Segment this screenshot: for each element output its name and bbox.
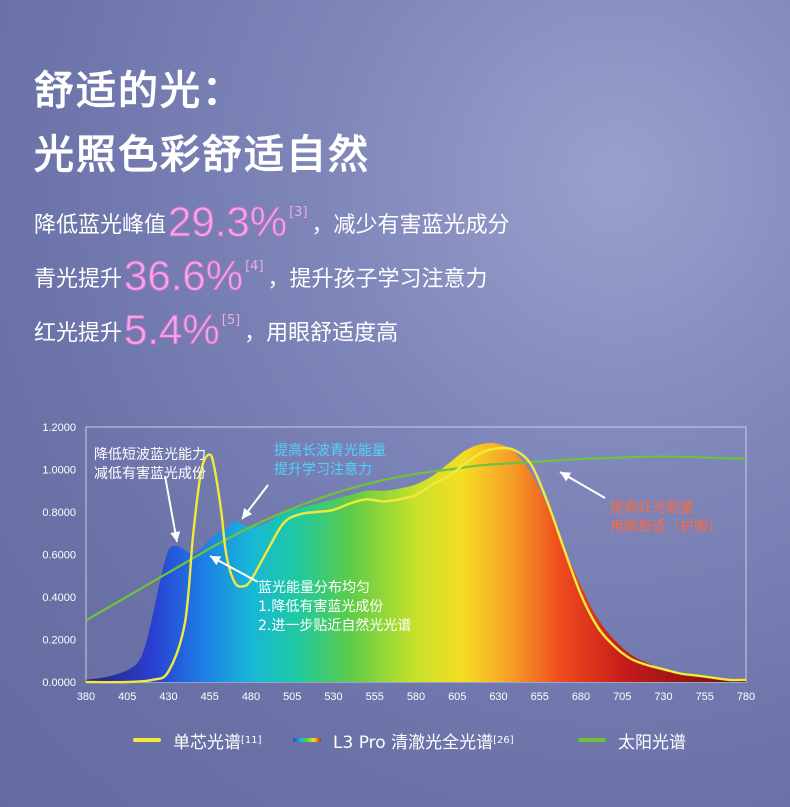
x-tick-label: 405 [118, 691, 136, 703]
annotation-cyan: 提高长波青光能量 [274, 442, 386, 459]
claim-red: 红光提升5.4% [5]，用眼舒适度高 [34, 306, 398, 354]
annotation-red: 提高红光能量 [610, 499, 694, 516]
x-tick-label: 455 [201, 691, 219, 703]
arrow-blue-peak-head [170, 531, 181, 542]
x-tick-label: 555 [366, 691, 384, 703]
arrow-even-head [210, 556, 222, 566]
x-tick-label: 530 [324, 691, 342, 703]
x-tick-label: 480 [242, 691, 260, 703]
claim-prefix: 降低蓝光峰值 [34, 213, 167, 238]
x-tick-label: 655 [531, 691, 549, 703]
x-tick-label: 580 [407, 691, 425, 703]
annotation-blue-peak: 减低有害蓝光成份 [94, 466, 206, 482]
claim-value: 5.4% [124, 306, 221, 354]
x-tick-label: 755 [696, 691, 714, 703]
claim-suffix: ，减少有害蓝光成分 [311, 213, 510, 238]
claim-ref: [3] [289, 205, 308, 220]
y-tick-label: 1.0000 [42, 465, 76, 477]
x-tick-label: 430 [159, 691, 177, 703]
annotation-even: 1.降低有害蓝光成份 [258, 599, 383, 615]
claim-ref: [5] [221, 313, 241, 328]
x-tick-label: 705 [613, 691, 631, 703]
x-tick-label: 630 [489, 691, 507, 703]
legend-swatch [293, 738, 321, 742]
x-tick-label: 780 [737, 691, 755, 703]
annotation-blue-peak: 降低短波蓝光能力 [94, 447, 206, 463]
legend-ref: [11] [241, 734, 262, 746]
legend-swatch [133, 738, 161, 742]
claim-value: 29.3% [168, 198, 288, 246]
spectrum-chart: 380 405 430 455 480 505 530 555 580 605 630 655 680 7… [42, 422, 755, 703]
legend-item-full-spectrum: L3 Pro 清澈光全光谱 [26] [293, 728, 514, 753]
x-tick-label: 380 [77, 691, 95, 703]
legend-label: 太阳光谱 [618, 732, 686, 753]
x-tick-label: 680 [572, 691, 590, 703]
y-tick-label: 0.2000 [42, 635, 76, 647]
claim-blue-peak: 降低蓝光峰值29.3% [3]，减少有害蓝光成分 [34, 198, 510, 246]
claim-suffix: ，提升孩子学习注意力 [267, 267, 488, 292]
x-tick-label: 730 [654, 691, 672, 703]
series-single-chip-line [85, 446, 747, 684]
y-tick-label: 1.2000 [42, 422, 76, 434]
claim-suffix: ，用眼舒适度高 [244, 321, 399, 346]
arrow-red-head [560, 472, 572, 482]
y-tick-label: 0.4000 [42, 592, 76, 604]
claim-cyan: 青光提升36.6% [4]，提升孩子学习注意力 [34, 252, 488, 300]
claim-prefix: 红光提升 [34, 321, 123, 346]
legend-item-sunlight: 太阳光谱 [578, 728, 686, 753]
annotation-even: 2.进一步贴近自然光光谱 [258, 617, 411, 634]
x-tick-label: 605 [448, 691, 466, 703]
claim-prefix: 青光提升 [34, 267, 123, 292]
annotation-cyan: 提升学习注意力 [274, 461, 372, 478]
series-full-spectrum-area [86, 443, 746, 682]
page-title-line2: 光照色彩舒适自然 [34, 132, 370, 178]
arrow-cyan-head [242, 508, 253, 519]
claim-value: 36.6% [124, 252, 244, 300]
page-title-line1: 舒适的光： [34, 68, 244, 114]
arrow-blue-peak [164, 475, 178, 543]
y-tick-label: 0.8000 [42, 507, 76, 519]
series-sunlight-line [85, 455, 747, 622]
legend-ref: [26] [493, 734, 514, 746]
y-tick-label: 0.6000 [42, 550, 76, 562]
legend-label: L3 Pro 清澈光全光谱 [333, 732, 494, 753]
legend-item-single-chip: 单芯光谱 [11] [133, 728, 262, 753]
legend-label: 单芯光谱 [173, 732, 241, 753]
y-tick-label: 0.0000 [42, 677, 76, 689]
legend-swatch [578, 738, 606, 742]
claim-ref: [4] [245, 259, 264, 274]
x-tick-label: 505 [283, 691, 301, 703]
annotation-red: 用眼舒适（护眼） [610, 519, 722, 535]
annotation-even: 蓝光能量分布均匀 [258, 580, 370, 596]
